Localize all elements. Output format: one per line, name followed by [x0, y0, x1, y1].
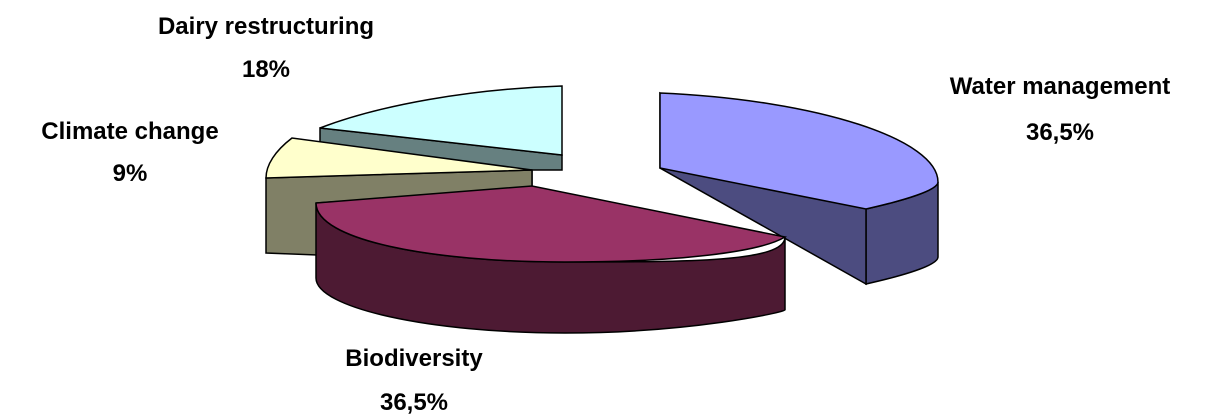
- slice-climate-change-top: [265, 137, 533, 179]
- label-water-management-name: Water management: [950, 73, 1171, 100]
- label-climate-change-value: 9%: [113, 160, 148, 187]
- label-climate-change-name: Climate change: [41, 118, 218, 145]
- label-biodiversity-value: 36,5%: [380, 389, 448, 416]
- label-dairy-restructuring-value: 18%: [242, 56, 290, 83]
- slice-dairy-restructuring-top: [319, 85, 563, 156]
- slice-biodiversity-top: [315, 185, 788, 263]
- label-dairy-restructuring-name: Dairy restructuring: [158, 13, 374, 40]
- slice-biodiversity: [315, 185, 788, 334]
- slice-water-management-top: [659, 92, 939, 210]
- label-biodiversity-name: Biodiversity: [345, 345, 483, 372]
- slice-water-management: [659, 91, 939, 286]
- label-water-management-value: 36,5%: [1026, 119, 1094, 146]
